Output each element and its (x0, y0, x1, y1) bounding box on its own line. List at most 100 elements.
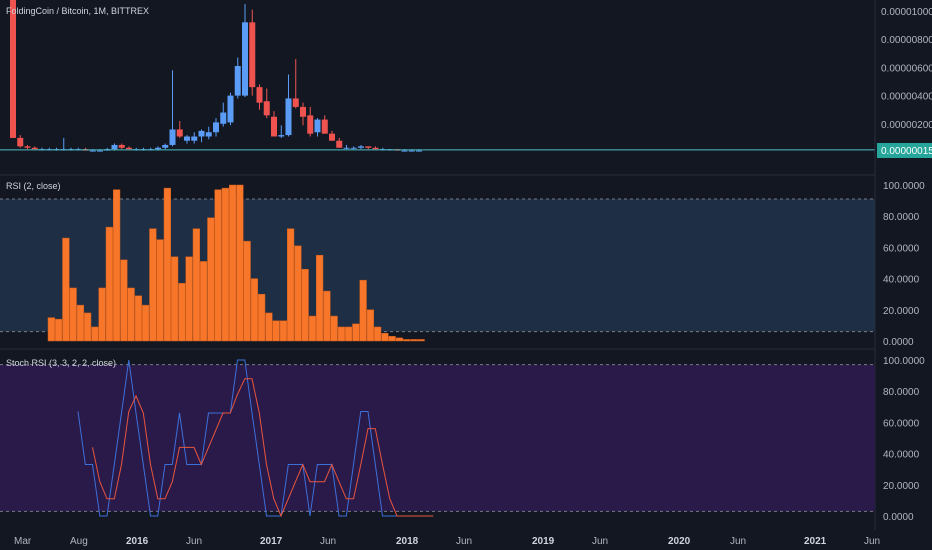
rsi-bar (55, 318, 63, 342)
rsi-bar (308, 315, 316, 342)
rsi-bar (120, 259, 128, 342)
time-tick-label: Aug (70, 536, 88, 547)
stoch-axis[interactable]: 100.0000 80.0000 60.0000 40.0000 20.0000 0.00… (883, 356, 925, 523)
candle-body (358, 146, 364, 148)
rsi-bar (76, 304, 84, 342)
rsi-bar (279, 320, 287, 342)
rsi-bar (47, 317, 55, 342)
rsi-title: RSI (2, close) (6, 181, 61, 191)
rsi-bar (265, 312, 273, 342)
rsi-tick-label: 100.0000 (883, 181, 925, 192)
rsi-bar (229, 184, 237, 342)
candlestick-series (10, 0, 422, 152)
rsi-bar (163, 187, 171, 342)
rsi-bar (366, 309, 374, 342)
candle-body (408, 150, 415, 152)
time-tick-label: Jun (456, 536, 472, 547)
rsi-bar (258, 293, 266, 342)
rsi-tick-label: 60.0000 (883, 243, 920, 254)
rsi-tick-label: 80.0000 (883, 212, 920, 223)
rsi-bar (207, 217, 215, 342)
rsi-bar (287, 228, 295, 342)
candle-body (10, 0, 16, 138)
time-tick-label: Jun (730, 536, 746, 547)
rsi-bar (345, 326, 353, 342)
rsi-bar (236, 184, 244, 342)
rsi-bar (69, 287, 77, 342)
rsi-bar (62, 237, 70, 342)
rsi-bar (178, 283, 186, 342)
candle-body (416, 150, 422, 152)
rsi-bar (221, 187, 229, 342)
candle-body (17, 137, 24, 147)
price-pane[interactable]: FoldingCoin / Bitcoin, 1M, BITTREX (0, 0, 875, 152)
stoch-band (0, 364, 875, 512)
candle-body (343, 147, 350, 149)
stoch-rsi-pane[interactable]: Stoch RSI (3, 3, 2, 2, close) (0, 358, 875, 518)
price-tick-label: 0.00000800 (881, 35, 932, 46)
candle-body (176, 129, 183, 137)
price-axis[interactable]: 0.00001000 0.00000800 0.00000600 0.00000400… (881, 7, 932, 131)
rsi-bar (337, 326, 345, 342)
time-tick-label: 2020 (668, 536, 691, 547)
candle-body (242, 22, 248, 96)
rsi-axis[interactable]: 100.0000 80.0000 60.0000 40.0000 20.0000 0.00… (883, 181, 925, 348)
candle-body (220, 112, 227, 124)
time-tick-label: Jun (864, 536, 880, 547)
rsi-bar (374, 326, 382, 342)
rsi-bar (84, 312, 92, 342)
candle-body (263, 101, 270, 116)
candle-body (300, 106, 306, 117)
candle-body (307, 115, 314, 134)
price-tick-label: 0.00001000 (881, 7, 932, 18)
candle-body (205, 132, 212, 137)
stoch-rsi-title: Stoch RSI (3, 3, 2, 2, close) (6, 358, 116, 368)
stoch-tick-label: 80.0000 (883, 387, 920, 398)
stoch-tick-label: 100.0000 (883, 356, 925, 367)
rsi-bar (395, 337, 403, 342)
rsi-pane[interactable]: RSI (2, close) (0, 181, 875, 342)
candle-body (162, 144, 169, 148)
rsi-bar (142, 304, 150, 342)
rsi-bar (134, 295, 142, 342)
candle-body (278, 135, 285, 137)
rsi-tick-label: 20.0000 (883, 306, 920, 317)
candle-body (155, 147, 161, 150)
stoch-tick-label: 0.0000 (883, 512, 914, 523)
candle-body (321, 119, 328, 134)
rsi-bar (323, 290, 331, 342)
stoch-tick-label: 60.0000 (883, 418, 920, 429)
candle-body (118, 144, 125, 148)
rsi-bar (301, 268, 309, 342)
price-tick-label: 0.00000600 (881, 63, 932, 74)
last-price-label: 0.00000015 (881, 146, 932, 157)
time-tick-label: 2019 (532, 536, 555, 547)
candle-body (234, 66, 241, 96)
candle-body (184, 136, 190, 141)
rsi-bar (105, 226, 113, 342)
time-tick-label: Jun (186, 536, 202, 547)
rsi-bar (156, 239, 164, 342)
stoch-tick-label: 40.0000 (883, 450, 920, 461)
time-tick-label: 2018 (396, 536, 419, 547)
rsi-bar (171, 256, 179, 342)
time-tick-label: 2017 (260, 536, 283, 547)
rsi-bar (381, 332, 389, 342)
rsi-bar (388, 336, 396, 342)
time-axis[interactable]: Mar Aug 2016 Jun 2017 Jun 2018 Jun 2019 Jun 2020 Ju… (14, 536, 880, 547)
candle-body (169, 129, 176, 145)
rsi-tick-label: 40.0000 (883, 275, 920, 286)
rsi-bar (316, 254, 324, 342)
symbol-title: FoldingCoin / Bitcoin, 1M, BITTREX (6, 6, 149, 16)
rsi-bar (91, 326, 99, 342)
candle-body (350, 147, 357, 149)
candle-body (401, 150, 408, 152)
candle-body (191, 136, 198, 141)
candle-body (198, 130, 205, 137)
candle-body (256, 87, 263, 103)
candle-body (372, 147, 379, 150)
time-tick-label: Jun (592, 536, 608, 547)
rsi-bar (272, 320, 280, 342)
rsi-bar (113, 189, 121, 342)
